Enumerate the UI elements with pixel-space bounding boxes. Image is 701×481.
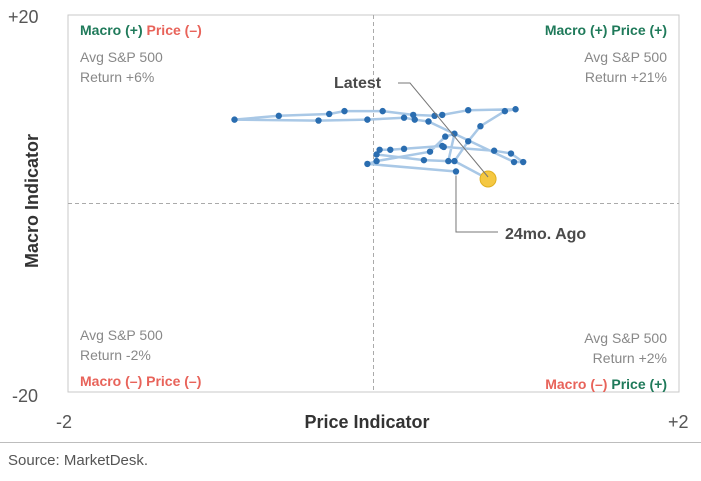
start-leader xyxy=(455,175,498,233)
data-point xyxy=(364,160,371,168)
return-label-bottom-left: Avg S&P 500 xyxy=(80,327,163,343)
data-point xyxy=(519,158,527,166)
data-point xyxy=(512,106,519,113)
data-point xyxy=(376,146,383,153)
return-label-top-left: Avg S&P 500 xyxy=(80,49,163,65)
data-point xyxy=(379,107,386,115)
data-point xyxy=(439,111,446,119)
return-value-bottom-left: Return -2% xyxy=(80,347,151,363)
return-value-bottom-right: Return +2% xyxy=(593,350,667,366)
return-value-top-right: Return +21% xyxy=(585,69,667,85)
quadrant-header-top-left: Macro (+) Price (–) xyxy=(80,22,202,38)
x-tick-label-left: -2 xyxy=(56,412,72,432)
quadrant-header-top-right-macro: Macro (+) xyxy=(545,22,612,38)
data-point xyxy=(373,151,380,158)
quadrant-header-bottom-left-macro: Macro (–) xyxy=(80,373,146,389)
footer-divider xyxy=(0,442,701,443)
latest-point xyxy=(479,170,497,188)
data-point xyxy=(451,157,458,165)
quadrant-header-top-left-price: Price (–) xyxy=(147,22,202,38)
data-point xyxy=(420,156,428,164)
data-point xyxy=(442,133,449,140)
quadrant-header-bottom-right-price: Price (+) xyxy=(611,376,667,392)
x-axis-label: Price Indicator xyxy=(304,412,429,432)
data-point xyxy=(465,106,472,114)
latest-leader xyxy=(398,82,489,178)
data-point xyxy=(490,147,498,154)
data-point xyxy=(326,110,333,118)
data-point xyxy=(501,107,509,115)
data-point xyxy=(400,114,408,121)
data-point xyxy=(315,117,322,124)
data-point xyxy=(341,107,348,115)
latest-annotation: Latest xyxy=(334,75,382,92)
quadrant-header-bottom-right: Macro (–) Price (+) xyxy=(545,376,667,392)
return-label-bottom-right: Avg S&P 500 xyxy=(584,330,667,346)
quadrant-header-bottom-right-macro: Macro (–) xyxy=(545,376,611,392)
y-tick-label-bottom: -20 xyxy=(12,386,38,406)
series-path xyxy=(233,108,525,181)
quadrant-header-top-right-price: Price (+) xyxy=(611,22,667,38)
return-value-top-left: Return +6% xyxy=(80,69,154,85)
data-point xyxy=(400,145,408,153)
data-point xyxy=(426,148,434,155)
data-point xyxy=(364,116,371,123)
data-point xyxy=(507,150,515,157)
data-point xyxy=(231,116,238,123)
data-point xyxy=(387,146,394,153)
start-annotation: 24mo. Ago xyxy=(505,226,586,243)
data-point xyxy=(275,112,282,120)
quadrant-header-bottom-left: Macro (–) Price (–) xyxy=(80,373,201,389)
data-point xyxy=(373,157,380,165)
data-point xyxy=(465,138,472,145)
quadrant-header-top-right: Macro (+) Price (+) xyxy=(545,22,667,38)
return-label-top-right: Avg S&P 500 xyxy=(584,49,667,65)
data-point xyxy=(425,118,432,125)
data-point xyxy=(452,168,460,175)
data-point xyxy=(477,123,484,130)
quadrant-header-top-left-macro: Macro (+) xyxy=(80,22,147,38)
y-tick-label-top: +20 xyxy=(8,7,39,27)
data-point xyxy=(411,116,418,123)
source-note: Source: MarketDesk. xyxy=(8,452,149,469)
x-tick-label-right: +2 xyxy=(668,412,689,432)
data-point xyxy=(510,158,518,166)
quadrant-header-bottom-left-price: Price (–) xyxy=(146,373,201,389)
data-point xyxy=(445,157,452,165)
y-axis-label: Macro Indicator xyxy=(22,134,42,268)
data-point xyxy=(439,142,446,150)
